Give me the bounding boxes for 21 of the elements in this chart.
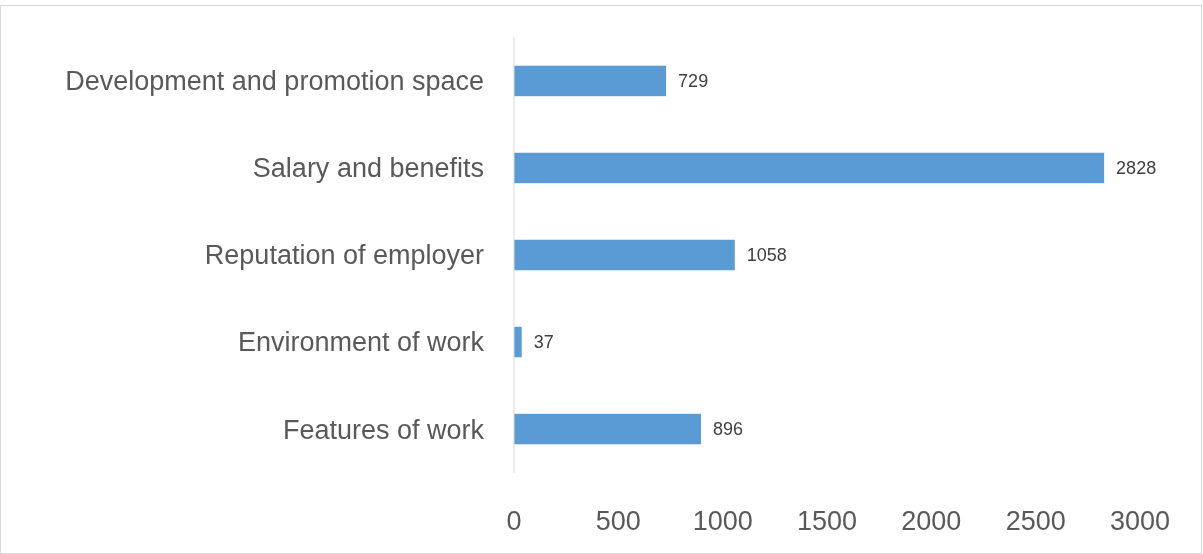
bar bbox=[514, 413, 701, 445]
x-tick-label: 2000 bbox=[901, 506, 962, 536]
data-label: 729 bbox=[678, 71, 709, 92]
x-tick-label: 2500 bbox=[1005, 506, 1066, 536]
x-tick-label: 1000 bbox=[692, 506, 753, 536]
bar bbox=[514, 239, 735, 271]
bar bbox=[514, 152, 1105, 184]
bar bbox=[514, 65, 667, 97]
x-tick-label: 0 bbox=[506, 506, 522, 536]
y-tick-label: Environment of work bbox=[237, 327, 485, 358]
data-label: 37 bbox=[533, 332, 554, 353]
x-tick-label: 3000 bbox=[1109, 506, 1171, 536]
y-tick-label: Features of work bbox=[282, 414, 485, 445]
x-tick-label: 500 bbox=[595, 506, 641, 536]
x-tick-label: 1500 bbox=[796, 506, 858, 536]
data-label: 1058 bbox=[746, 245, 787, 266]
y-tick-label: Reputation of employer bbox=[204, 240, 484, 271]
y-tick-label: Development and promotion space bbox=[65, 66, 484, 97]
y-tick-label: Salary and benefits bbox=[252, 153, 484, 184]
data-label: 2828 bbox=[1116, 158, 1157, 179]
data-label: 896 bbox=[712, 419, 744, 440]
